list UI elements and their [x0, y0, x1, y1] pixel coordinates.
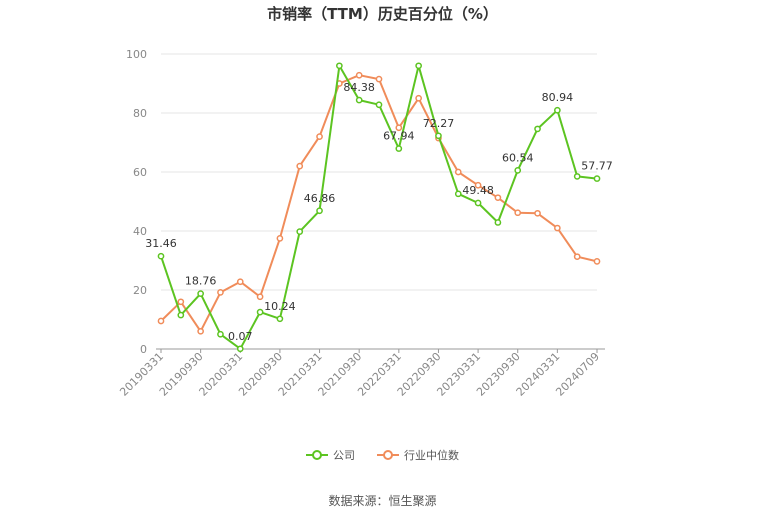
data-label: 72.27 — [423, 117, 455, 130]
data-point[interactable] — [355, 96, 363, 104]
legend-label-industry-median: 行业中位数 — [404, 449, 459, 462]
data-point[interactable] — [217, 330, 224, 338]
series-lines — [157, 62, 601, 353]
series-line-0 — [160, 64, 598, 350]
data-label: 31.46 — [145, 237, 177, 250]
data-point[interactable] — [494, 194, 502, 202]
data-point[interactable] — [395, 124, 403, 132]
data-label: 67.94 — [383, 130, 415, 143]
data-point[interactable] — [276, 235, 284, 242]
data-point[interactable] — [177, 311, 185, 319]
data-point[interactable] — [593, 258, 601, 265]
data-point[interactable] — [454, 190, 462, 198]
data-label: 10.24 — [264, 300, 296, 313]
data-point[interactable] — [554, 224, 561, 232]
legend-item-industry-median[interactable]: 行业中位数 — [377, 447, 459, 463]
data-point[interactable] — [296, 162, 304, 170]
data-label: 0.07 — [228, 330, 253, 343]
data-point[interactable] — [514, 209, 522, 217]
data-point[interactable] — [157, 252, 165, 260]
data-point[interactable] — [177, 298, 185, 306]
legend-label-company: 公司 — [333, 449, 355, 462]
data-point[interactable] — [375, 101, 383, 109]
data-point[interactable] — [534, 125, 541, 133]
data-point[interactable] — [415, 94, 422, 102]
data-point[interactable] — [474, 181, 482, 189]
data-point[interactable] — [197, 327, 204, 335]
data-point[interactable] — [296, 228, 304, 235]
data-point[interactable] — [494, 219, 502, 226]
data-label: 18.76 — [185, 275, 217, 288]
y-tick-label: 60 — [133, 166, 147, 179]
data-point[interactable] — [316, 133, 323, 140]
data-label: 57.77 — [581, 160, 613, 173]
data-label: 84.38 — [343, 81, 375, 94]
data-point[interactable] — [316, 207, 323, 215]
data-point[interactable] — [355, 71, 363, 79]
data-point[interactable] — [276, 315, 284, 323]
data-point[interactable] — [474, 199, 482, 207]
legend-marker-company — [306, 450, 328, 460]
data-point[interactable] — [336, 62, 343, 70]
x-tick-label: 20240709 — [553, 350, 602, 399]
data-point[interactable] — [256, 308, 264, 316]
y-tick-label: 100 — [126, 48, 147, 61]
data-point[interactable] — [573, 253, 581, 261]
legend: 公司 行业中位数 — [0, 447, 765, 463]
grid-lines — [161, 53, 597, 291]
data-point[interactable] — [554, 106, 561, 114]
data-source: 数据来源：恒生聚源 — [328, 494, 437, 508]
data-point[interactable] — [534, 209, 541, 217]
y-tick-label: 0 — [140, 343, 147, 356]
data-point[interactable] — [157, 317, 165, 325]
legend-item-company[interactable]: 公司 — [306, 447, 355, 463]
chart-title: 市销率（TTM）历史百分位（%） — [267, 5, 498, 23]
data-point[interactable] — [395, 145, 403, 152]
data-point[interactable] — [435, 132, 442, 140]
data-point[interactable] — [197, 290, 204, 298]
y-tick-label: 20 — [133, 284, 147, 297]
data-label: 60.54 — [502, 151, 534, 164]
data-label: 80.94 — [542, 91, 574, 104]
line-chart: 0204060801002019033120190930202003312020… — [117, 48, 613, 399]
data-point[interactable] — [236, 278, 244, 286]
data-point[interactable] — [573, 173, 581, 180]
data-point[interactable] — [217, 289, 224, 296]
data-point[interactable] — [454, 168, 462, 176]
y-tick-label: 80 — [133, 107, 147, 120]
data-point[interactable] — [236, 345, 244, 353]
data-point[interactable] — [593, 175, 601, 182]
data-label: 46.86 — [304, 192, 336, 205]
data-point[interactable] — [415, 62, 422, 70]
y-tick-label: 40 — [133, 225, 147, 238]
data-point[interactable] — [375, 75, 383, 83]
data-labels: 31.46 18.76 0.07 10.24 46.86 84.38 67.94 72.27 4… — [145, 81, 613, 343]
data-label: 49.48 — [462, 184, 494, 197]
data-point[interactable] — [256, 293, 264, 301]
data-point[interactable] — [514, 167, 522, 174]
legend-marker-industry-median — [377, 450, 399, 460]
series-line-1 — [160, 74, 598, 333]
